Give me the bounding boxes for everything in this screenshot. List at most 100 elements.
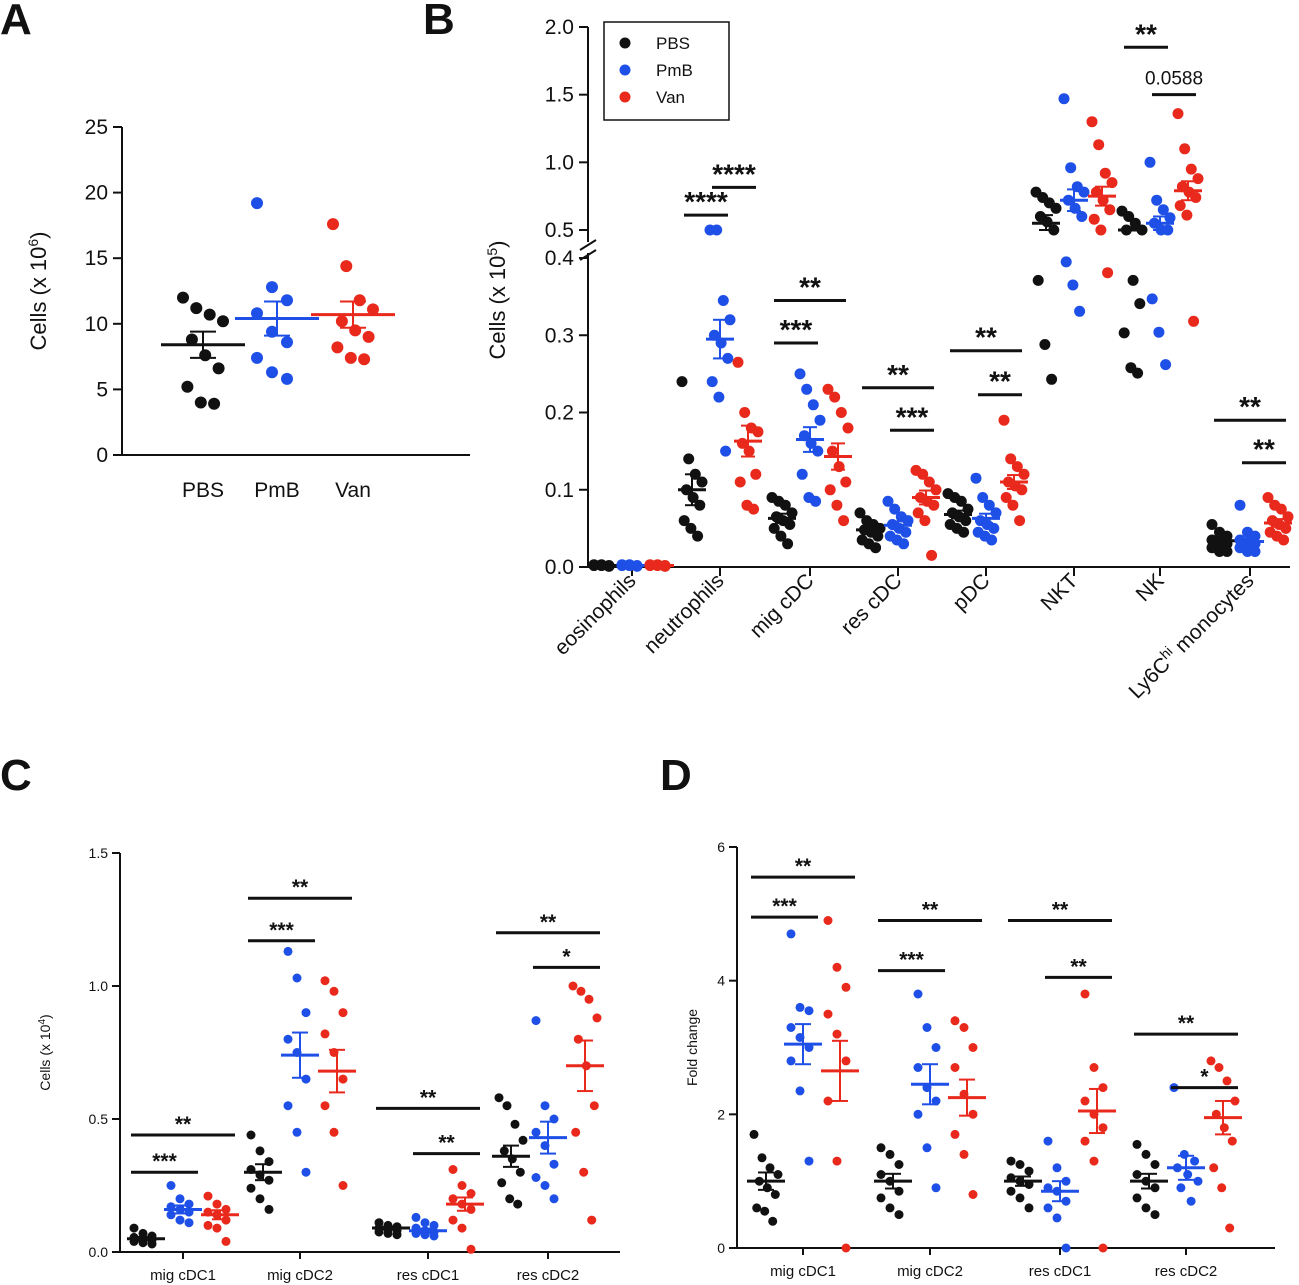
pbs-point xyxy=(768,1216,778,1226)
pbs-point xyxy=(765,1163,775,1173)
significance-label: *** xyxy=(152,1150,177,1173)
pmb-point xyxy=(1186,1196,1196,1206)
legend-label-pmb: PmB xyxy=(656,61,693,80)
van-point xyxy=(1282,511,1294,523)
van-point xyxy=(1099,167,1111,179)
pbs-point xyxy=(760,1206,770,1216)
van-point xyxy=(367,303,379,316)
pbs-point xyxy=(185,333,198,346)
van-point xyxy=(338,1074,348,1084)
y-axis-label: Cells (x 106) xyxy=(25,231,51,350)
pbs-point xyxy=(505,1194,515,1204)
van-point xyxy=(320,1101,330,1111)
pmb-point xyxy=(882,495,894,507)
pmb-point xyxy=(931,1183,941,1193)
pbs-point xyxy=(854,507,866,519)
van-point xyxy=(923,476,935,488)
van-point xyxy=(466,1204,476,1214)
van-point xyxy=(571,1127,581,1137)
pbs-point xyxy=(1134,298,1146,310)
x-category-label: PmB xyxy=(254,479,300,502)
panel-letter-b: B xyxy=(423,0,455,44)
pbs-point xyxy=(784,519,796,530)
pmb-point xyxy=(1160,359,1172,371)
x-category-label: res cDC xyxy=(837,569,907,639)
y-tick-label: 15 xyxy=(85,247,108,270)
van-point xyxy=(457,1223,467,1233)
van-point xyxy=(1080,1136,1090,1146)
pmb-point xyxy=(1234,499,1246,511)
van-point xyxy=(353,294,366,307)
x-category-label: Van xyxy=(335,479,371,502)
pmb-point xyxy=(411,1212,421,1222)
pbs-point xyxy=(1024,1203,1034,1213)
van-point xyxy=(928,499,940,511)
pbs-point xyxy=(876,1193,886,1203)
significance-label: ** xyxy=(540,911,557,934)
pbs-point xyxy=(1132,1139,1142,1149)
pbs-point xyxy=(687,492,699,503)
van-point xyxy=(329,1127,339,1137)
pmb-point xyxy=(1074,305,1086,317)
pmb-point xyxy=(902,515,914,527)
van-point xyxy=(734,476,746,488)
pmb-point xyxy=(1058,93,1070,105)
pbs-point xyxy=(1132,367,1144,379)
pbs-point xyxy=(129,1223,139,1233)
pbs-point xyxy=(870,542,882,554)
van-point xyxy=(1174,200,1186,212)
pmb-point xyxy=(301,1167,311,1177)
pmb-point xyxy=(184,1199,194,1209)
pmb-point xyxy=(720,445,732,457)
van-point xyxy=(1209,1163,1219,1173)
pbs-point xyxy=(217,315,229,328)
significance-label: *** xyxy=(896,401,929,432)
pmb-point xyxy=(786,1023,796,1032)
pmb-point xyxy=(1052,1163,1062,1173)
van-point xyxy=(1086,116,1098,128)
van-point xyxy=(840,476,852,488)
pbs-point xyxy=(1123,211,1135,222)
pbs-point xyxy=(1150,1210,1160,1220)
x-category-label: mig cDC1 xyxy=(770,1263,836,1280)
pmb-point xyxy=(1052,1213,1062,1223)
panel-b: B 0.0 0.1 0.2 0.3 0.4 0.5 1.0 1.5 2.0 Cells (x 105… xyxy=(423,0,1294,703)
pbs-point xyxy=(885,1203,895,1213)
panel-letter-d: D xyxy=(660,751,692,800)
y-tick-label: 6 xyxy=(717,839,725,855)
van-point xyxy=(743,445,755,457)
y-tick-label: 4 xyxy=(717,973,725,989)
van-point xyxy=(320,1029,330,1039)
y-tick-label: 5 xyxy=(96,378,108,401)
pmb-point xyxy=(786,1056,796,1066)
pmb-point xyxy=(283,946,293,956)
van-point xyxy=(1179,143,1191,155)
pbs-point xyxy=(181,380,194,393)
van-point xyxy=(930,484,942,496)
pmb-point xyxy=(420,1218,430,1228)
legend-label-pbs: PBS xyxy=(656,34,690,53)
pmb-point xyxy=(166,1210,176,1220)
pmb-point xyxy=(1060,256,1072,268)
van-point xyxy=(362,330,375,343)
van-point xyxy=(1275,503,1287,515)
van-point xyxy=(1080,1096,1090,1106)
x-category-label: pDC xyxy=(949,569,995,615)
pbs-point xyxy=(199,349,212,362)
pmb-point xyxy=(301,1008,311,1018)
pmb-point xyxy=(1193,1176,1203,1186)
pmb-point xyxy=(251,197,263,210)
y-tick-label: 1.0 xyxy=(89,978,109,994)
pmb-point xyxy=(549,1194,559,1204)
van-point xyxy=(358,353,371,366)
pbs-point xyxy=(499,1146,509,1156)
axis-break-mark xyxy=(579,239,597,251)
significance-label: *** xyxy=(780,314,813,345)
significance-label: ** xyxy=(175,1113,192,1136)
y-tick-label: 1.5 xyxy=(89,845,109,861)
pmb-point xyxy=(970,472,982,484)
x-category-label: eosinophils xyxy=(550,569,641,660)
pbs-point xyxy=(775,530,787,542)
pbs-point xyxy=(255,1146,265,1156)
